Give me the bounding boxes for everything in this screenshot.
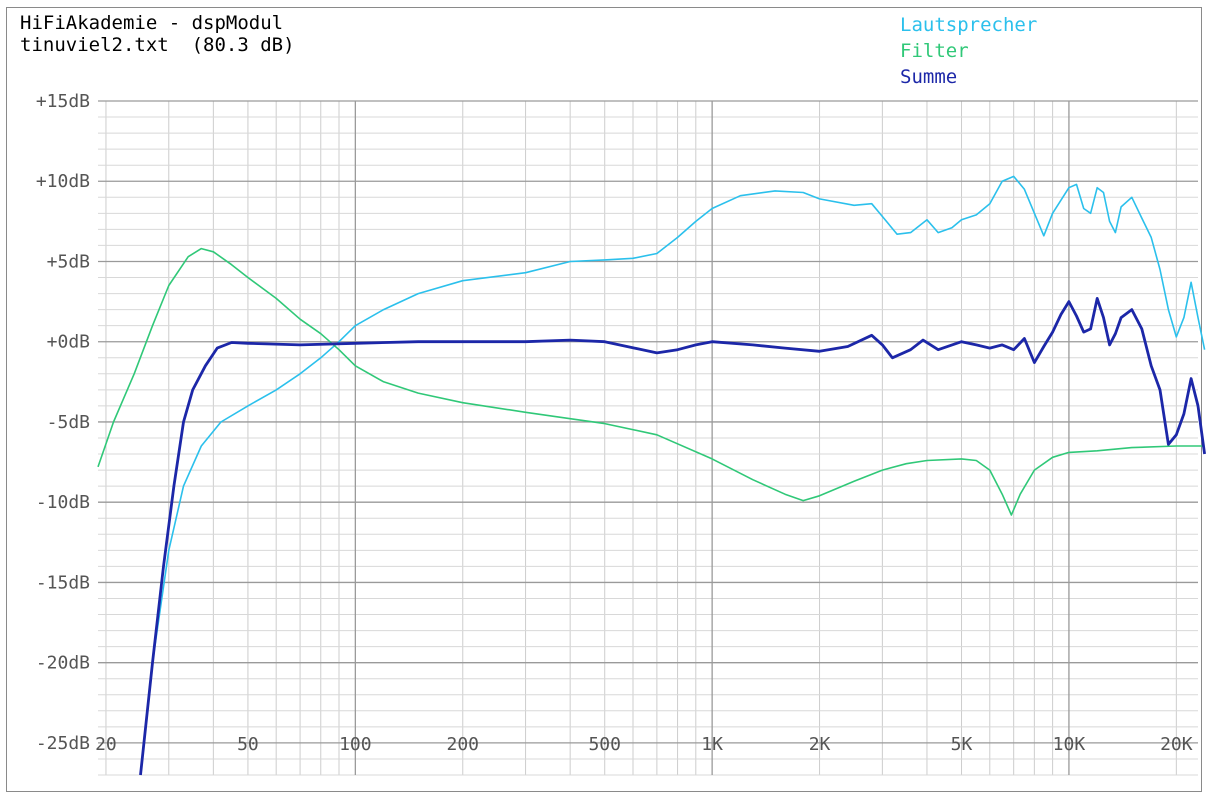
legend-entry-summe: Summe bbox=[900, 66, 958, 88]
series-line-lautsprecher bbox=[139, 175, 1206, 776]
x-tick-label: 10K bbox=[1053, 734, 1086, 755]
x-tick-label: 20 bbox=[95, 734, 117, 755]
y-axis-tick-labels: +15dB +10dB +5dB +0dB -5dB -10dB -15dB -20dB -25… bbox=[36, 91, 90, 754]
chart-frame bbox=[6, 7, 1202, 792]
x-tick-label: 1K bbox=[701, 734, 723, 755]
y-tick-label: -15dB bbox=[36, 572, 90, 593]
major-grid bbox=[98, 100, 1198, 775]
x-tick-label: 20K bbox=[1160, 734, 1193, 755]
y-tick-label: -5dB bbox=[47, 412, 90, 433]
chart-subtitle: tinuviel2.txt (80.3 dB) bbox=[20, 34, 295, 56]
x-tick-label: 5K bbox=[951, 734, 973, 755]
y-tick-label: +15dB bbox=[36, 91, 90, 112]
chart-title: HiFiAkademie - dspModul bbox=[20, 12, 284, 34]
legend-entry-lautsprecher: Lautsprecher bbox=[900, 14, 1038, 36]
y-tick-label: -25dB bbox=[36, 733, 90, 754]
x-tick-label: 2K bbox=[809, 734, 831, 755]
y-tick-label: +10dB bbox=[36, 171, 90, 192]
x-tick-label: 100 bbox=[339, 734, 372, 755]
series-line-summe bbox=[139, 297, 1206, 776]
legend: Lautsprecher Filter Summe bbox=[900, 12, 1037, 90]
y-tick-label: +5dB bbox=[47, 251, 90, 272]
x-tick-label: 500 bbox=[588, 734, 621, 755]
chart-header: HiFiAkademie - dspModul tinuviel2.txt (80… bbox=[20, 12, 295, 56]
x-axis-tick-labels: 20 50 100 200 500 1K 2K 5K 10K 20K bbox=[95, 734, 1193, 755]
y-tick-label: -20dB bbox=[36, 653, 90, 674]
y-tick-label: -10dB bbox=[36, 492, 90, 513]
x-tick-label: 200 bbox=[446, 734, 479, 755]
y-tick-label: +0dB bbox=[47, 332, 90, 353]
minor-grid bbox=[98, 101, 1198, 776]
series-line-filter bbox=[97, 247, 1205, 516]
x-tick-label: 50 bbox=[237, 734, 259, 755]
series-layer bbox=[97, 175, 1206, 776]
legend-entry-filter: Filter bbox=[900, 40, 969, 62]
